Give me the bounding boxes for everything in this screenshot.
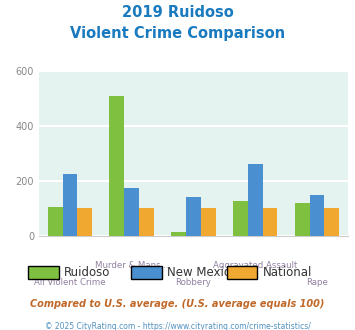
Bar (295, 203, 310, 236)
Text: Ruidoso: Ruidoso (64, 266, 110, 279)
Bar (248, 164, 263, 236)
Text: Murder & Mans...: Murder & Mans... (95, 261, 169, 270)
Bar (124, 188, 139, 236)
Bar (201, 209, 216, 236)
Bar (263, 209, 278, 236)
Bar (62, 174, 77, 236)
Bar (48, 207, 62, 236)
Bar (171, 232, 186, 236)
Text: 2019 Ruidoso: 2019 Ruidoso (122, 5, 233, 20)
Text: Compared to U.S. average. (U.S. average equals 100): Compared to U.S. average. (U.S. average … (30, 299, 325, 309)
Bar (324, 209, 339, 236)
Text: Violent Crime Comparison: Violent Crime Comparison (70, 26, 285, 41)
Bar (109, 96, 124, 236)
Text: Robbery: Robbery (175, 278, 212, 287)
Bar (77, 209, 92, 236)
Bar (186, 197, 201, 236)
Text: Rape: Rape (306, 278, 328, 287)
Bar (139, 209, 154, 236)
Text: © 2025 CityRating.com - https://www.cityrating.com/crime-statistics/: © 2025 CityRating.com - https://www.city… (45, 322, 310, 330)
Bar (233, 201, 248, 236)
Bar (310, 195, 324, 236)
Text: National: National (263, 266, 312, 279)
Text: New Mexico: New Mexico (167, 266, 237, 279)
Text: Aggravated Assault: Aggravated Assault (213, 261, 297, 270)
Text: All Violent Crime: All Violent Crime (34, 278, 106, 287)
